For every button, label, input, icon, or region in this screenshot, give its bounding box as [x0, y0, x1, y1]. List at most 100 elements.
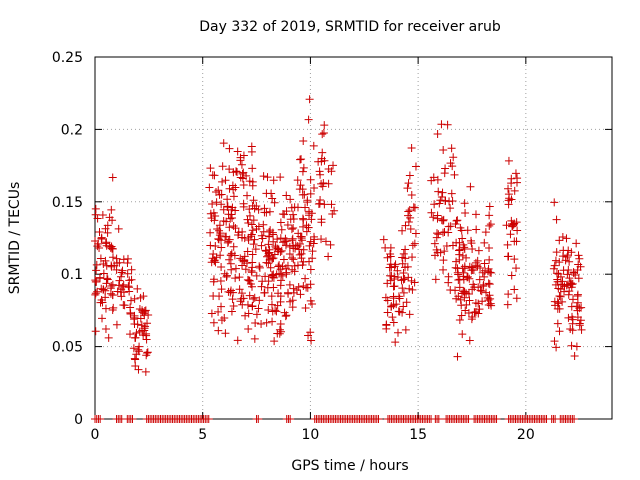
data-point: [438, 188, 447, 197]
data-point: [447, 189, 456, 198]
data-point: [433, 211, 442, 220]
data-point: [458, 330, 467, 339]
data-point: [513, 178, 522, 187]
data-point: [228, 181, 237, 190]
data-point: [270, 198, 279, 207]
data-point: [485, 280, 494, 289]
data-point: [254, 304, 263, 313]
data-point: [266, 263, 275, 272]
data-point: [217, 302, 226, 311]
data-point: [264, 249, 273, 258]
data-point: [138, 308, 147, 317]
data-point: [277, 225, 286, 234]
data-point: [231, 206, 240, 215]
data-point: [386, 250, 395, 259]
data-point: [478, 268, 487, 277]
data-point: [267, 292, 276, 301]
data-point: [289, 255, 298, 264]
data-point: [463, 226, 472, 235]
data-point: [285, 250, 294, 259]
data-point: [265, 248, 274, 257]
data-point: [225, 223, 234, 232]
data-point: [429, 173, 438, 182]
data-point: [107, 205, 116, 214]
data-point: [505, 194, 514, 203]
data-point: [473, 256, 482, 265]
data-point: [293, 241, 302, 250]
data-point: [465, 336, 474, 345]
data-point: [389, 292, 398, 301]
data-point: [128, 415, 137, 423]
data-point: [224, 237, 233, 246]
data-point: [492, 415, 501, 423]
data-point: [299, 215, 308, 224]
data-point: [386, 276, 395, 285]
data-point: [217, 200, 226, 209]
data-point: [259, 172, 268, 181]
data-point: [126, 296, 135, 305]
data-point: [446, 159, 455, 168]
data-point: [409, 203, 418, 212]
data-point: [315, 167, 324, 176]
data-point: [568, 315, 577, 324]
data-point: [206, 228, 215, 237]
data-point: [249, 196, 258, 205]
data-point: [123, 254, 132, 263]
data-point: [298, 185, 307, 194]
data-point: [223, 238, 232, 247]
data-point: [264, 306, 273, 315]
data-point: [449, 153, 458, 162]
data-point: [225, 144, 234, 153]
data-point: [241, 311, 250, 320]
data-point: [455, 245, 464, 254]
data-point: [239, 294, 248, 303]
data-point: [506, 230, 515, 239]
data-point: [219, 139, 228, 148]
data-point: [252, 271, 261, 280]
data-point: [513, 226, 522, 235]
data-point: [554, 284, 563, 293]
data-point: [452, 257, 461, 266]
data-point: [251, 318, 260, 327]
data-point: [227, 265, 236, 274]
data-point: [211, 241, 220, 250]
data-point: [314, 157, 323, 166]
data-point: [92, 277, 101, 286]
data-point: [205, 183, 214, 192]
data-point: [248, 302, 257, 311]
data-point: [564, 313, 573, 322]
data-point: [407, 143, 416, 152]
data-point: [570, 352, 579, 361]
data-point: [276, 281, 285, 290]
data-point: [439, 216, 448, 225]
data-point: [231, 274, 240, 283]
data-point: [95, 227, 104, 236]
data-point: [245, 291, 254, 300]
data-point: [108, 280, 117, 289]
data-point: [99, 269, 108, 278]
data-point: [277, 327, 286, 336]
data-point: [208, 199, 217, 208]
data-point: [283, 221, 292, 230]
data-point: [244, 276, 253, 285]
data-point: [316, 170, 325, 179]
data-point: [107, 262, 116, 271]
data-point: [293, 176, 302, 185]
data-point: [288, 236, 297, 245]
data-point: [451, 286, 460, 295]
data-point: [387, 271, 396, 280]
data-point: [309, 141, 318, 150]
data-point: [455, 246, 464, 255]
data-point: [512, 294, 521, 303]
data-point: [573, 313, 582, 322]
data-point: [306, 237, 315, 246]
data-point: [326, 240, 335, 249]
data-point: [239, 151, 248, 160]
data-point: [234, 228, 243, 237]
data-point: [277, 246, 286, 255]
data-point: [286, 297, 295, 306]
data-point: [104, 333, 113, 342]
data-point: [117, 292, 126, 301]
data-point: [573, 298, 582, 307]
data-point: [251, 245, 260, 254]
